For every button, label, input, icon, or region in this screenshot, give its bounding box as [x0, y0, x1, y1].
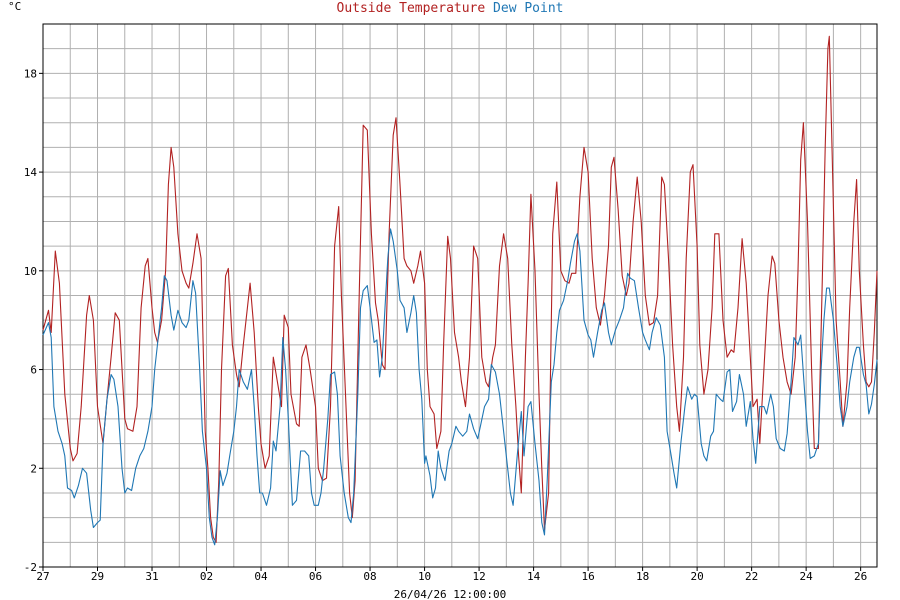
x-tick-label: 29 [91, 570, 104, 583]
x-tick-label: 06 [309, 570, 322, 583]
y-tick-label: 10 [24, 265, 37, 278]
x-tick-label: 16 [581, 570, 594, 583]
plot-border [42, 23, 878, 568]
x-tick-label: 31 [145, 570, 158, 583]
x-axis-label: 26/04/26 12:00:00 [394, 588, 507, 600]
chart-title: Outside Temperature Dew Point [337, 1, 564, 16]
y-tick-label: 2 [30, 462, 37, 475]
x-tick-label: 18 [636, 570, 649, 583]
x-tick-label: 27 [36, 570, 49, 583]
x-tick-label: 14 [527, 570, 541, 583]
y-axis-ticks: -2 2 6 10 14 18 [24, 67, 43, 574]
title-outside-temperature: Outside Temperature [337, 1, 486, 16]
x-tick-label: 10 [418, 570, 431, 583]
x-tick-label: 08 [363, 570, 376, 583]
x-tick-label: 02 [200, 570, 213, 583]
x-tick-label: 12 [472, 570, 485, 583]
series-line-dew-point [42, 228, 878, 546]
x-tick-label: 26 [854, 570, 867, 583]
y-tick-label: 14 [24, 166, 38, 179]
x-tick-label: 20 [690, 570, 703, 583]
x-tick-label: 24 [800, 570, 814, 583]
y-tick-label: 6 [30, 364, 37, 377]
title-dew-point: Dew Point [493, 1, 563, 16]
x-tick-label: 22 [745, 570, 758, 583]
series-layer [42, 35, 878, 546]
series-line-outside-temperature [42, 35, 878, 543]
y-axis-unit-label: °C [8, 0, 21, 13]
y-tick-label: -2 [24, 561, 37, 574]
y-tick-label: 18 [24, 67, 37, 80]
plot-frame [42, 23, 878, 568]
x-axis-ticks: 27 29 31 02 04 06 08 10 12 14 16 18 20 22 24 26 [36, 567, 867, 583]
x-tick-label: 04 [254, 570, 268, 583]
